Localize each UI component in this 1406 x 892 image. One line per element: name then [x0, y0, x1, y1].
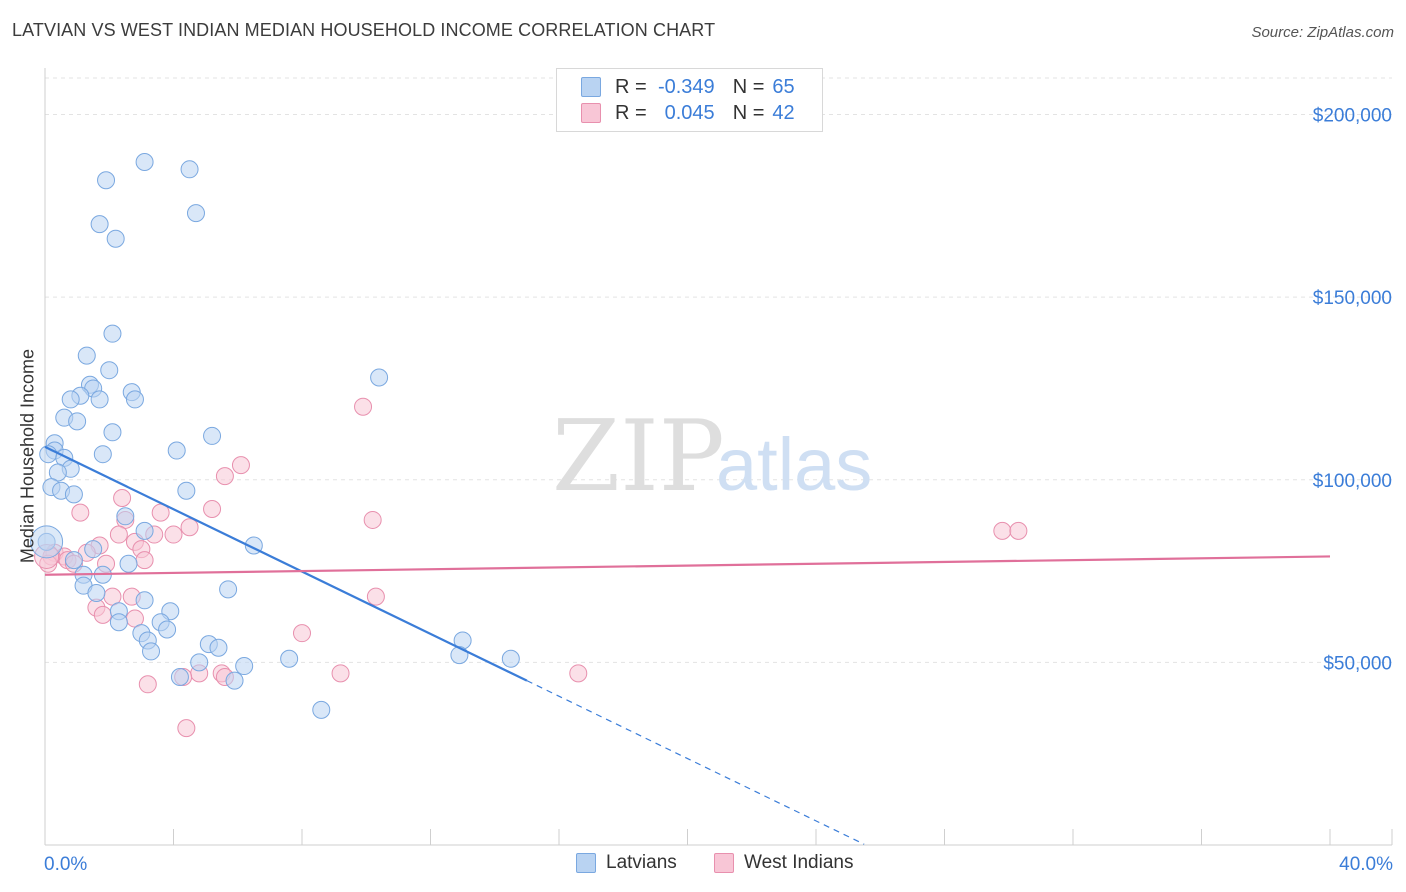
legend-row-west-indians: R = 0.045 N = 42 — [581, 100, 795, 126]
n-label: N = — [732, 101, 765, 124]
y-axis-label: Median Household Income — [17, 348, 38, 564]
latvian-point — [93, 445, 112, 464]
west-indian-point — [366, 587, 385, 606]
west-indian-legend-label: West Indians — [744, 852, 854, 873]
latvian-point — [280, 649, 299, 668]
y-tick-label: $200,000 — [1313, 106, 1392, 127]
latvian-point — [235, 657, 254, 676]
latvian-point-cluster — [30, 525, 64, 559]
latvian-point — [84, 540, 103, 559]
series-latvians — [30, 153, 520, 719]
latvian-point — [219, 580, 238, 599]
west-indian-point — [180, 518, 199, 537]
west-indian-n-value: 42 — [772, 101, 795, 124]
west-indian-point — [293, 624, 311, 643]
trend-lines — [44, 445, 1331, 845]
west-indian-point — [177, 719, 196, 738]
latvian-point — [90, 390, 109, 409]
latvian-point — [135, 591, 154, 610]
latvian-point — [103, 324, 122, 343]
r-label: R = — [615, 75, 647, 98]
latvian-point — [186, 204, 205, 223]
latvian-point — [125, 390, 144, 409]
latvian-point — [119, 554, 138, 573]
latvian-r-value: -0.349 — [657, 75, 715, 98]
latvian-trend-line — [44, 445, 528, 682]
latvian-point — [116, 507, 135, 526]
latvian-point — [68, 412, 87, 431]
west-indian-trend-line — [44, 555, 1331, 576]
latvian-point — [61, 390, 80, 409]
latvian-point — [106, 229, 125, 248]
x-tick-label-min: 0.0% — [44, 854, 87, 875]
latvian-point — [370, 368, 389, 387]
west-indian-point — [354, 397, 373, 416]
latvian-point — [135, 521, 154, 540]
latvian-point — [64, 485, 83, 504]
latvian-point — [87, 583, 106, 602]
latvian-trend-extension — [526, 680, 865, 845]
correlation-legend: R = -0.349 N = 65 R = 0.045 N = 42 — [556, 68, 823, 132]
west-indian-r-value: 0.045 — [664, 101, 715, 124]
latvian-point — [90, 215, 109, 234]
x-tick-label-max: 40.0% — [1339, 854, 1393, 875]
n-label: N = — [732, 75, 765, 98]
latvian-legend-label: Latvians — [606, 852, 677, 873]
legend-row-latvians: R = -0.349 N = 65 — [581, 74, 795, 100]
latvian-point — [97, 171, 116, 190]
west-indian-legend-swatch — [714, 853, 734, 873]
latvian-point — [312, 700, 331, 719]
west-indian-point — [109, 525, 128, 544]
latvian-n-value: 65 — [772, 75, 795, 98]
watermark-zip: ZIP — [552, 400, 725, 514]
west-indian-swatch — [581, 103, 601, 123]
latvian-point — [170, 667, 189, 686]
latvian-point — [180, 160, 199, 179]
watermark: ZIP atlas — [552, 400, 872, 514]
latvian-point — [225, 671, 244, 690]
tick-labels: $50,000 $100,000 $150,000 $200,000 0.0% 40.0% — [44, 106, 1393, 875]
latvian-swatch — [581, 77, 601, 97]
grid-lines — [45, 77, 1392, 663]
latvian-point — [77, 346, 96, 365]
west-indian-point — [363, 510, 382, 529]
west-indian-point — [993, 521, 1012, 540]
west-indian-point — [93, 605, 112, 624]
latvian-point — [103, 423, 122, 442]
source-label: Source: ZipAtlas.com — [1251, 24, 1394, 41]
latvian-point — [142, 642, 161, 661]
latvian-point — [190, 653, 209, 672]
west-indian-point — [1009, 521, 1028, 540]
latvian-legend-swatch — [576, 853, 596, 873]
west-indian-point — [138, 675, 157, 694]
west-indian-point — [71, 503, 90, 522]
west-indian-point — [231, 456, 250, 475]
legend-item-latvians: Latvians — [576, 852, 677, 874]
watermark-atlas: atlas — [716, 423, 872, 506]
west-indian-point — [331, 664, 350, 683]
latvian-point — [501, 649, 520, 668]
y-tick-label: $150,000 — [1313, 288, 1392, 309]
west-indian-point — [113, 489, 132, 508]
latvian-point — [209, 638, 228, 657]
latvian-point — [158, 620, 177, 639]
r-label: R = — [615, 101, 647, 124]
west-indian-point — [569, 664, 588, 683]
latvian-point — [177, 481, 196, 500]
west-indian-point — [203, 499, 222, 518]
latvian-point — [100, 361, 119, 380]
latvian-point — [167, 441, 186, 460]
latvian-point — [109, 613, 128, 632]
west-indian-point — [164, 525, 183, 544]
y-tick-label: $50,000 — [1323, 653, 1392, 674]
legend-item-west-indians: West Indians — [714, 852, 853, 874]
chart-title: LATVIAN VS WEST INDIAN MEDIAN HOUSEHOLD … — [12, 20, 716, 40]
y-tick-label: $100,000 — [1313, 471, 1392, 492]
latvian-point — [203, 426, 222, 445]
latvian-point — [64, 551, 83, 570]
latvian-point — [135, 153, 154, 172]
west-indian-point — [215, 467, 234, 486]
west-indian-point — [135, 551, 154, 570]
